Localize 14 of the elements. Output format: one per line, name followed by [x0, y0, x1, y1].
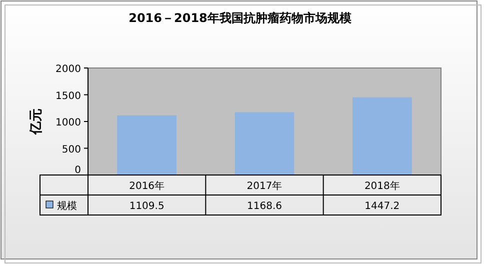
- x-tick-label: 2016年: [129, 180, 165, 192]
- legend-label: 规模: [57, 200, 77, 212]
- y-tick-label: 500: [62, 144, 81, 156]
- y-tick-label: 2000: [56, 64, 81, 75]
- data-label: 1168.6: [247, 201, 282, 212]
- y-tick-label: 1000: [56, 118, 81, 128]
- y-axis-title: 亿元: [29, 108, 44, 136]
- data-label: 1109.5: [129, 201, 164, 212]
- y-tick-label: 0: [74, 165, 81, 176]
- y-tick-label: 1500: [56, 90, 81, 102]
- x-tick-label: 2018年: [364, 180, 400, 192]
- chart-title: 2016－2018年我国抗肿瘤药物市场规模: [128, 11, 352, 25]
- data-label: 1447.2: [364, 201, 400, 212]
- x-tick-label: 2017年: [246, 180, 282, 192]
